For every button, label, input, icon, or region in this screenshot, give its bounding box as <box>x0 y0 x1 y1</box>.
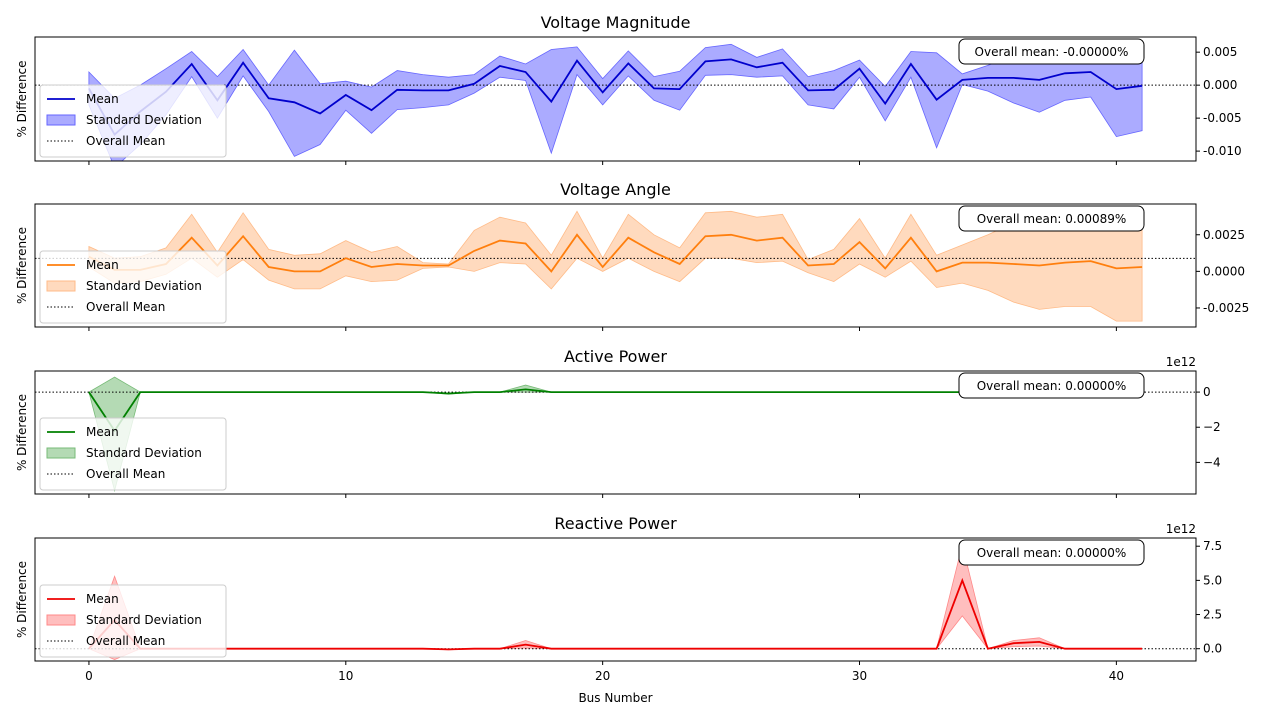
y-tick-label: 0.0000 <box>1203 264 1245 278</box>
plot-area <box>35 544 1196 661</box>
legend-std-label: Standard Deviation <box>86 446 202 460</box>
legend-mean-label: Mean <box>86 425 119 439</box>
y-tick-label: 0.005 <box>1203 45 1237 59</box>
annotation-text: Overall mean: 0.00000% <box>977 546 1127 560</box>
overall-mean-annotation: Overall mean: -0.00000% <box>958 38 1145 65</box>
legend: Mean Standard Deviation Overall Mean <box>39 84 227 158</box>
legend-std-swatch <box>46 447 76 459</box>
x-tick-label: 10 <box>338 669 353 683</box>
legend-std-swatch <box>46 280 76 292</box>
legend-mean-label: Mean <box>86 258 119 272</box>
x-tick-label: 40 <box>1109 669 1124 683</box>
subplot-title: Active Power <box>564 347 667 366</box>
mean-line <box>88 577 1143 651</box>
y-tick-label: −4 <box>1203 455 1221 469</box>
legend-frame <box>39 84 227 158</box>
y-axis-label: % Difference <box>15 227 29 304</box>
subplot-2: Voltage Angle % Difference 0.0025 0.0000 -0.… <box>15 180 1249 331</box>
legend-std-label: Standard Deviation <box>86 279 202 293</box>
legend-std-label: Standard Deviation <box>86 613 202 627</box>
legend-overall-label: Overall Mean <box>86 467 165 481</box>
legend-overall-label: Overall Mean <box>86 634 165 648</box>
x-tick-label: 0 <box>85 669 93 683</box>
axes-frame <box>34 537 1197 662</box>
legend-std-swatch <box>46 114 76 126</box>
legend-frame <box>39 250 227 324</box>
legend-std-label: Standard Deviation <box>86 113 202 127</box>
x-tick-label: 20 <box>595 669 610 683</box>
y-tick-label: 2.5 <box>1203 608 1222 622</box>
y-offset-label: 1e12 <box>1166 355 1196 369</box>
y-tick-label: 0.0 <box>1203 642 1222 656</box>
y-tick-label: -0.005 <box>1203 111 1242 125</box>
subplot-4: Reactive Power % Difference 7.5 5.0 2.5 0.0 1e… <box>15 514 1222 683</box>
legend-overall-label: Overall Mean <box>86 300 165 314</box>
annotation-text: Overall mean: 0.00000% <box>977 379 1127 393</box>
axes-frame <box>34 36 1197 162</box>
subplot-3: Active Power % Difference 0 −2 −4 1e12 Overall… <box>15 347 1221 498</box>
legend-mean-label: Mean <box>86 592 119 606</box>
x-tick-label: 30 <box>852 669 867 683</box>
legend-mean-label: Mean <box>86 92 119 106</box>
y-tick-label: 5.0 <box>1203 573 1222 587</box>
legend-overall-label: Overall Mean <box>86 134 165 148</box>
annotation-text: Overall mean: 0.00089% <box>977 212 1127 226</box>
annotation-box <box>958 38 1145 65</box>
x-axis-label: Bus Number <box>578 691 652 705</box>
annotation-box <box>958 372 1145 399</box>
legend: Mean Standard Deviation Overall Mean <box>39 417 227 491</box>
y-offset-label: 1e12 <box>1166 522 1196 536</box>
legend: Mean Standard Deviation Overall Mean <box>39 250 227 324</box>
subplot-title: Voltage Magnitude <box>541 13 691 32</box>
axes-frame <box>34 370 1197 495</box>
y-tick-label: −2 <box>1203 420 1221 434</box>
subplot-title: Reactive Power <box>554 514 677 533</box>
overall-mean-annotation: Overall mean: 0.00000% <box>958 539 1145 566</box>
axes-frame <box>34 203 1197 328</box>
overall-mean-annotation: Overall mean: 0.00000% <box>958 372 1145 399</box>
overall-mean-annotation: Overall mean: 0.00089% <box>958 205 1145 232</box>
y-axis-label: % Difference <box>15 561 29 638</box>
legend: Mean Standard Deviation Overall Mean <box>39 584 227 658</box>
y-tick-label: 7.5 <box>1203 539 1222 553</box>
y-tick-label: 0.0025 <box>1203 228 1245 242</box>
y-axis-label: % Difference <box>15 394 29 471</box>
annotation-box <box>958 539 1145 566</box>
y-tick-label: -0.0025 <box>1203 301 1249 315</box>
y-tick-label: 0.000 <box>1203 78 1237 92</box>
subplot-1: Voltage Magnitude % Difference 0.005 0.000 -… <box>15 13 1242 165</box>
annotation-box <box>958 205 1145 232</box>
y-axis-label: % Difference <box>15 60 29 137</box>
legend-std-swatch <box>46 614 76 626</box>
annotation-text: Overall mean: -0.00000% <box>975 45 1129 59</box>
legend-frame <box>39 417 227 491</box>
y-tick-label: 0 <box>1203 385 1211 399</box>
legend-frame <box>39 584 227 658</box>
mean-line <box>88 58 1143 137</box>
y-tick-label: -0.010 <box>1203 144 1242 158</box>
subplot-title: Voltage Angle <box>560 180 671 199</box>
mean-line <box>88 233 1143 273</box>
